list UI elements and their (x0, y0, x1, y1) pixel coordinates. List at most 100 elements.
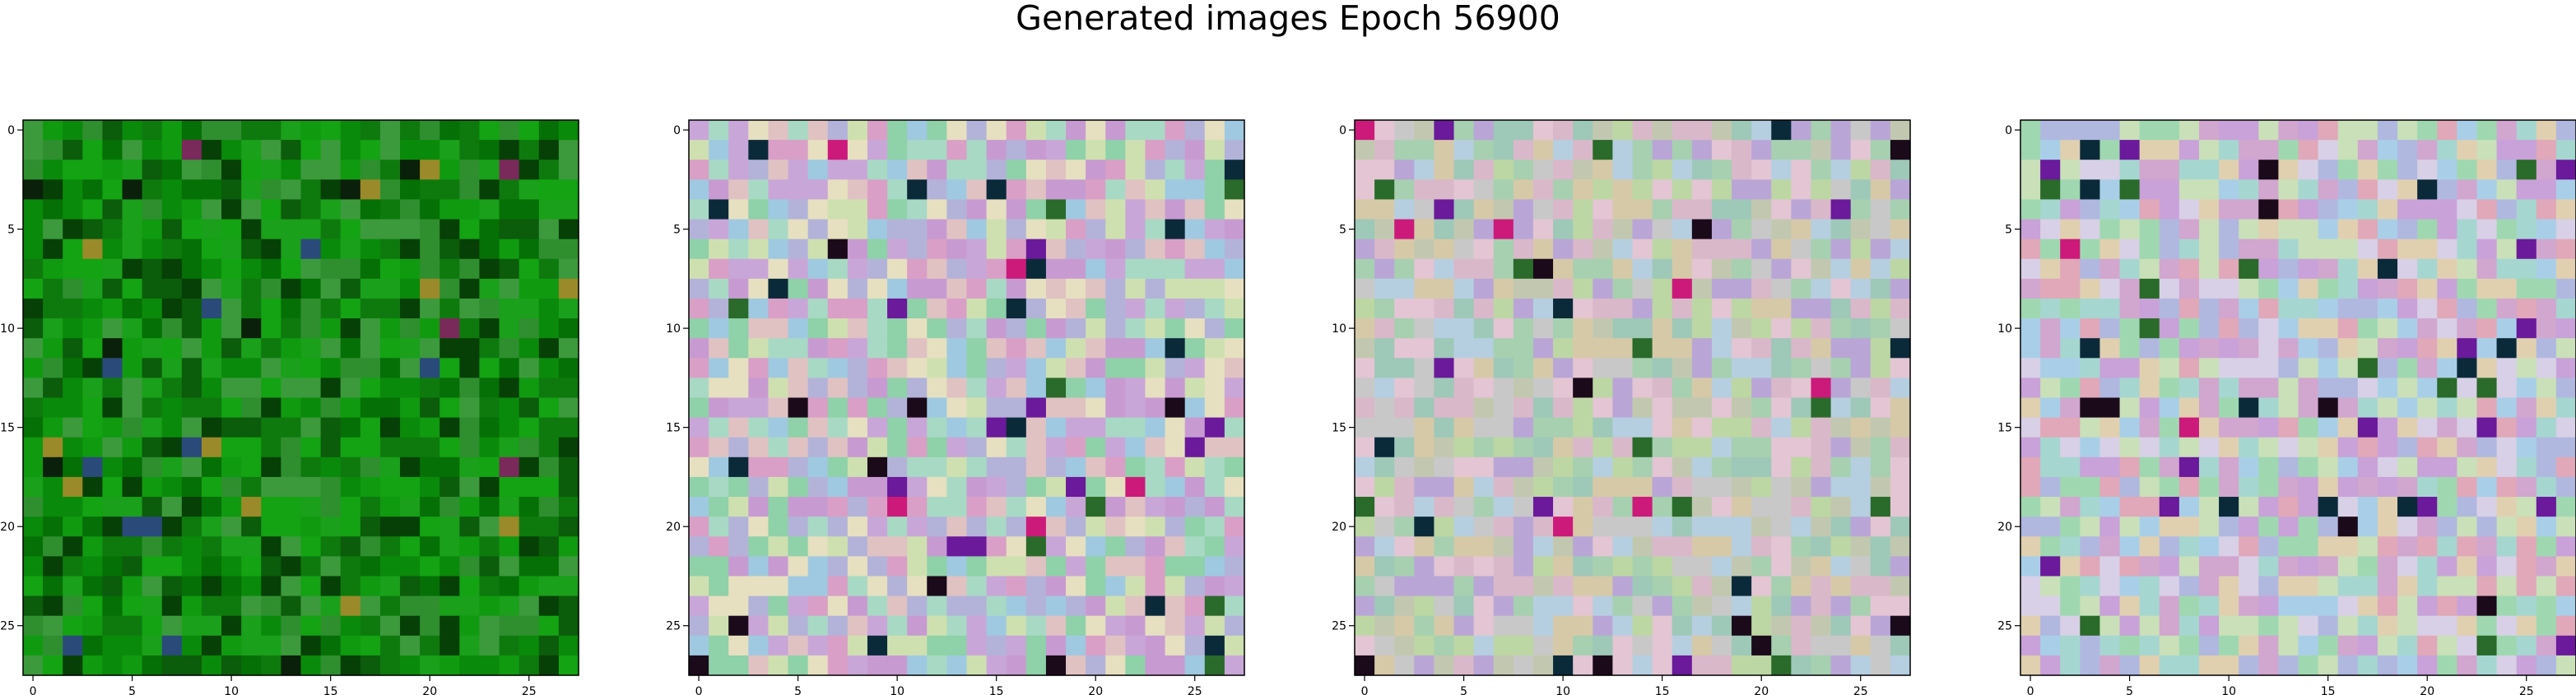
pixel-cell (1374, 120, 1395, 141)
pixel-cell (499, 120, 520, 141)
pixel-cell (221, 199, 242, 220)
pixel-cell (2377, 476, 2398, 498)
pixel-cell (1473, 179, 1495, 201)
pixel-cell (479, 199, 500, 220)
x-tick-label: 5 (1460, 685, 1467, 695)
pixel-cell (1355, 476, 1375, 498)
pixel-cell (827, 219, 849, 240)
pixel-cell (538, 556, 560, 577)
pixel-cell (2457, 456, 2478, 478)
pixel-cell (1224, 140, 1245, 160)
pixel-cell (1006, 338, 1027, 359)
pixel-cell (82, 517, 104, 537)
pixel-cell (788, 655, 809, 676)
x-tick-label: 5 (2126, 685, 2133, 695)
pixel-cell (181, 378, 202, 399)
pixel-cell (2040, 476, 2061, 498)
pixel-cell (1791, 160, 1812, 180)
pixel-cell (927, 476, 947, 498)
pixel-cell (2060, 635, 2081, 656)
pixel-cell (2318, 615, 2339, 637)
pixel-cell (479, 576, 500, 597)
pixel-cell (379, 219, 401, 240)
pixel-cell (2437, 476, 2457, 498)
pixel-cell (986, 595, 1007, 617)
pixel-cell (1224, 378, 1245, 399)
pixel-cell (907, 358, 928, 378)
pixel-cell (2318, 397, 2339, 419)
pixel-cell (1632, 576, 1653, 597)
pixel-cell (1493, 338, 1514, 359)
pixel-cell (2080, 437, 2101, 458)
pixel-cell (2457, 298, 2478, 319)
pixel-cell (709, 358, 729, 378)
pixel-cell (221, 655, 242, 676)
pixel-cell (1125, 199, 1146, 220)
pixel-cell (788, 635, 809, 656)
pixel-cell (2178, 437, 2200, 458)
pixel-cell (1612, 517, 1634, 537)
pixel-cell (439, 576, 460, 597)
pixel-cell (2318, 358, 2339, 378)
pixel-cell (439, 456, 460, 478)
pixel-cell (400, 120, 421, 141)
pixel-cell (946, 278, 968, 299)
pixel-cell (82, 219, 104, 240)
pixel-cell (2437, 358, 2457, 378)
y-tick-label: 10 (666, 322, 681, 336)
pixel-cell (1830, 318, 1852, 339)
pixel-cell (2219, 219, 2239, 240)
axes-frame (2020, 119, 2576, 676)
pixel-cell (768, 358, 789, 378)
pixel-cell (1086, 219, 1106, 240)
pixel-cell (2178, 358, 2200, 378)
pixel-cell (2060, 556, 2081, 577)
pixel-cell (400, 318, 421, 339)
pixel-cell (1573, 278, 1593, 299)
pixel-cell (2417, 456, 2438, 478)
pixel-cell (2298, 517, 2319, 537)
pixel-cell (102, 140, 123, 160)
pixel-cell (2397, 219, 2418, 240)
pixel-cell (1145, 417, 1166, 438)
pixel-cell (709, 219, 729, 240)
pixel-cell (2119, 199, 2141, 220)
pixel-cell (241, 219, 262, 240)
pixel-cell (2178, 278, 2200, 299)
pixel-cell (400, 576, 421, 597)
y-tick-label: 25 (1332, 620, 1346, 633)
pixel-cell (518, 576, 540, 597)
pixel-cell (907, 160, 928, 180)
pixel-cell (1165, 239, 1186, 260)
pixel-cell (499, 179, 520, 201)
pixel-cell (807, 258, 829, 280)
pixel-cell (281, 278, 302, 299)
pixel-cell (907, 338, 928, 359)
pixel-cell (2198, 635, 2220, 656)
pixel-cell (807, 298, 829, 319)
pixel-cell (1771, 338, 1792, 359)
pixel-cell (420, 199, 440, 220)
pixel-cell (1791, 338, 1812, 359)
pixel-cell (2139, 258, 2160, 280)
pixel-cell (1532, 318, 1554, 339)
pixel-cell (728, 378, 749, 399)
pixel-cell (927, 160, 947, 180)
pixel-cell (689, 140, 709, 160)
pixel-cell (1434, 298, 1455, 319)
pixel-cell (1870, 576, 1891, 597)
pixel-cell (1691, 576, 1713, 597)
pixel-cell (1473, 239, 1495, 260)
pixel-cell (360, 655, 381, 676)
pixel-cell (2198, 358, 2220, 378)
pixel-cell (2258, 140, 2279, 160)
pixel-cell (827, 437, 849, 458)
pixel-cell (847, 258, 868, 280)
pixel-cell (518, 517, 540, 537)
pixel-cell (420, 397, 440, 419)
pixel-cell (966, 258, 988, 280)
pixel-cell (946, 358, 968, 378)
pixel-cell (927, 239, 947, 260)
pixel-cell (1513, 576, 1534, 597)
pixel-cell (2198, 595, 2220, 617)
